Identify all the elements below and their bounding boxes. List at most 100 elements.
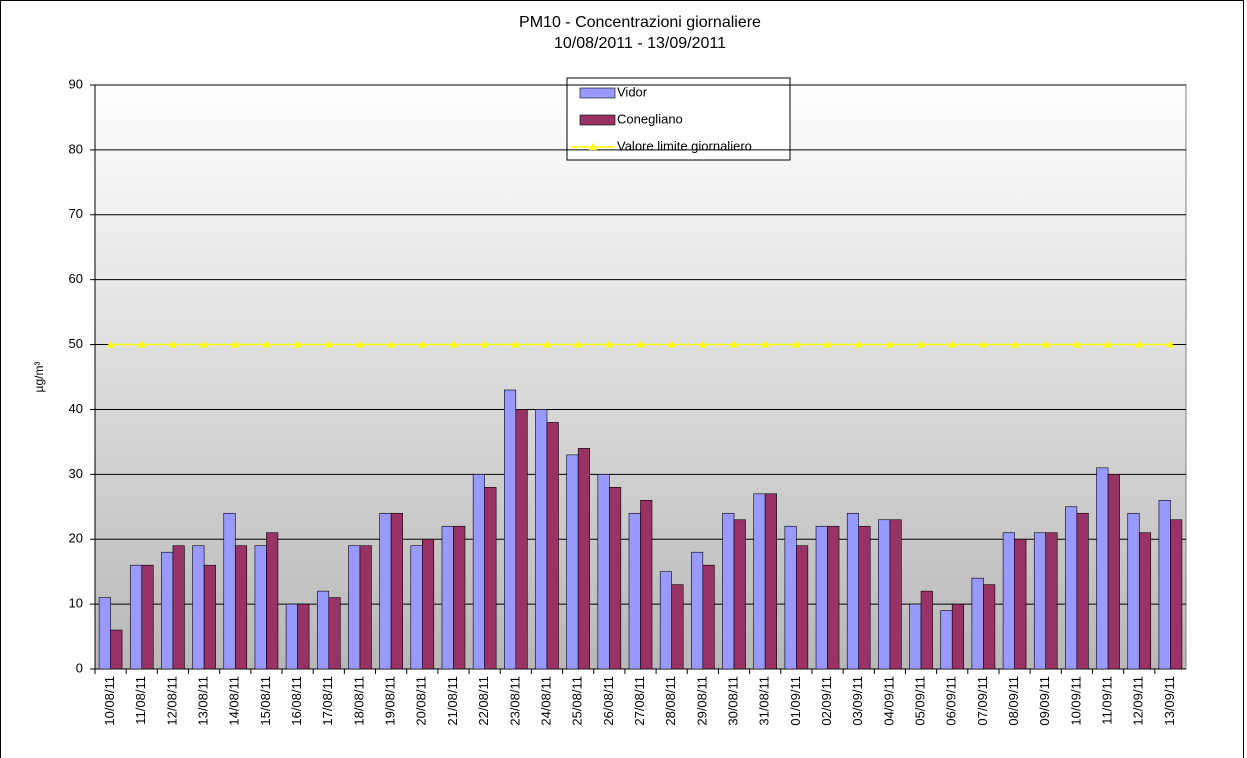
- x-tick-label: 04/09/11: [881, 676, 896, 726]
- y-tick-label: 10: [69, 596, 83, 611]
- line-marker: [667, 340, 676, 348]
- line-marker: [1041, 340, 1050, 348]
- bar: [1096, 467, 1109, 670]
- bar: [753, 493, 766, 670]
- bar: [472, 474, 485, 670]
- y-tick-label: 50: [69, 336, 83, 351]
- bar: [1158, 499, 1171, 670]
- line-marker: [917, 340, 926, 348]
- x-tick-label: 08/09/11: [1006, 676, 1021, 726]
- bar: [359, 545, 372, 670]
- x-tick-label: 12/08/11: [164, 676, 179, 726]
- line-marker: [480, 340, 489, 348]
- x-tick-label: 27/08/11: [632, 676, 647, 726]
- bar: [98, 597, 111, 670]
- legend-swatch: [579, 87, 616, 99]
- x-tick-label: 10/08/11: [102, 676, 117, 726]
- x-tick-label: 09/09/11: [1037, 676, 1052, 726]
- line-marker: [106, 340, 115, 348]
- x-tick-label: 22/08/11: [476, 676, 491, 726]
- line-marker: [1072, 340, 1081, 348]
- bar: [659, 571, 672, 670]
- x-tick-label: 11/09/11: [1100, 676, 1115, 725]
- x-tick-label: 21/08/11: [445, 676, 460, 726]
- bar: [764, 493, 777, 670]
- x-tick-label: 23/08/11: [507, 676, 522, 726]
- bar: [815, 525, 828, 670]
- y-tick-label: 20: [69, 531, 83, 546]
- x-tick-label: 19/08/11: [383, 676, 398, 726]
- bar: [515, 409, 528, 670]
- bar: [328, 597, 341, 670]
- bar: [484, 487, 497, 670]
- line-marker: [1010, 340, 1019, 348]
- line-marker: [1135, 340, 1144, 348]
- bar: [1014, 538, 1027, 670]
- x-tick-label: 13/09/11: [1162, 676, 1177, 726]
- y-tick-label: 60: [69, 271, 83, 286]
- x-tick-label: 20/08/11: [414, 676, 429, 726]
- line-marker: [730, 340, 739, 348]
- bar: [254, 545, 267, 670]
- x-tick-label: 24/08/11: [538, 676, 553, 726]
- bar: [784, 525, 797, 670]
- bar: [827, 525, 840, 670]
- bar: [141, 564, 154, 670]
- bar: [846, 512, 860, 670]
- bar: [858, 525, 871, 670]
- line-marker: [1104, 340, 1113, 348]
- line-marker: [137, 340, 146, 348]
- line-marker: [589, 143, 597, 150]
- bar: [691, 551, 704, 670]
- line-marker: [511, 340, 520, 348]
- bar: [192, 545, 205, 670]
- legend-swatch: [579, 114, 616, 126]
- line-marker: [168, 340, 177, 348]
- bar: [671, 584, 684, 670]
- bar: [203, 564, 216, 670]
- bar: [983, 584, 996, 670]
- chart-title: PM10 - Concentrazioni giornaliere: [519, 14, 761, 31]
- x-tick-label: 12/09/11: [1131, 676, 1146, 726]
- line-marker: [885, 340, 894, 348]
- bar: [796, 545, 809, 670]
- line-marker: [823, 340, 832, 348]
- x-tick-label: 02/09/11: [819, 676, 834, 726]
- y-tick-label: 90: [69, 76, 83, 91]
- y-tick-label: 40: [69, 401, 83, 416]
- line-marker: [449, 340, 458, 348]
- line-marker: [605, 340, 614, 348]
- bar: [1127, 512, 1140, 670]
- line-marker: [355, 340, 364, 348]
- y-tick-label: 80: [69, 141, 83, 156]
- bar: [441, 525, 454, 670]
- legend-label: Conegliano: [617, 111, 683, 126]
- x-tick-label: 28/08/11: [663, 676, 678, 726]
- line-marker: [1166, 340, 1175, 348]
- bar: [223, 512, 236, 670]
- bar: [297, 603, 310, 670]
- bar: [110, 629, 123, 670]
- bar: [1002, 532, 1015, 670]
- bar: [597, 474, 610, 670]
- line-marker: [418, 340, 427, 348]
- bar: [379, 512, 392, 670]
- bar: [1170, 519, 1183, 670]
- x-tick-label: 16/08/11: [289, 676, 304, 726]
- bar: [609, 487, 622, 670]
- bar: [878, 519, 891, 670]
- line-marker: [542, 340, 551, 348]
- bar: [566, 454, 579, 670]
- x-tick-label: 31/08/11: [757, 676, 772, 726]
- bar: [909, 603, 922, 670]
- bar: [1138, 532, 1152, 670]
- line-marker: [698, 340, 707, 348]
- bar: [940, 610, 953, 670]
- bar: [390, 512, 403, 670]
- bar: [266, 532, 279, 670]
- chart-subtitle: 10/08/2011 - 13/09/2011: [554, 35, 726, 52]
- x-tick-label: 18/08/11: [351, 676, 366, 726]
- bar: [951, 603, 965, 670]
- x-tick-label: 15/08/11: [258, 676, 273, 726]
